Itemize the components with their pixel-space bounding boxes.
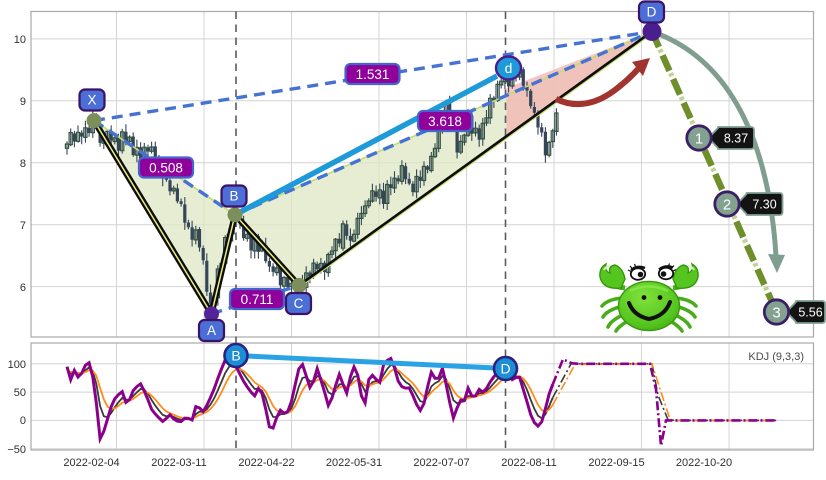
svg-text:3: 3 <box>772 305 780 322</box>
svg-text:7: 7 <box>20 220 26 232</box>
svg-text:2022-09-15: 2022-09-15 <box>588 457 644 469</box>
svg-text:7.30: 7.30 <box>752 198 776 212</box>
svg-text:d: d <box>505 60 513 76</box>
svg-text:B: B <box>229 189 238 204</box>
svg-text:6: 6 <box>20 282 26 294</box>
svg-text:3.618: 3.618 <box>428 114 462 129</box>
svg-text:50: 50 <box>14 387 26 399</box>
svg-text:8: 8 <box>20 158 26 170</box>
svg-text:0: 0 <box>20 415 26 427</box>
svg-text:0.508: 0.508 <box>149 160 183 175</box>
svg-text:10: 10 <box>14 34 26 46</box>
svg-text:2022-03-11: 2022-03-11 <box>151 457 206 469</box>
svg-text:2022-05-31: 2022-05-31 <box>326 457 382 469</box>
svg-text:2022-10-20: 2022-10-20 <box>676 457 732 469</box>
svg-text:D: D <box>647 5 657 20</box>
svg-text:0.711: 0.711 <box>241 292 274 307</box>
svg-text:2022-07-07: 2022-07-07 <box>413 457 469 469</box>
svg-text:2022-04-22: 2022-04-22 <box>238 457 294 469</box>
svg-text:100: 100 <box>8 359 26 371</box>
svg-text:D: D <box>500 361 510 377</box>
svg-text:1: 1 <box>695 131 703 148</box>
svg-text:5.56: 5.56 <box>798 306 822 320</box>
svg-text:2: 2 <box>723 197 731 214</box>
svg-text:B: B <box>231 348 240 364</box>
svg-text:KDJ (9,3,3): KDJ (9,3,3) <box>748 351 804 363</box>
svg-text:2022-02-04: 2022-02-04 <box>63 457 119 469</box>
svg-text:C: C <box>294 296 304 311</box>
svg-text:−50: −50 <box>7 444 26 456</box>
svg-text:1.531: 1.531 <box>356 67 390 82</box>
svg-text:2022-08-11: 2022-08-11 <box>501 457 556 469</box>
svg-text:A: A <box>207 323 216 338</box>
svg-text:9: 9 <box>20 96 26 108</box>
svg-text:X: X <box>87 93 96 108</box>
svg-text:8.37: 8.37 <box>724 132 748 146</box>
